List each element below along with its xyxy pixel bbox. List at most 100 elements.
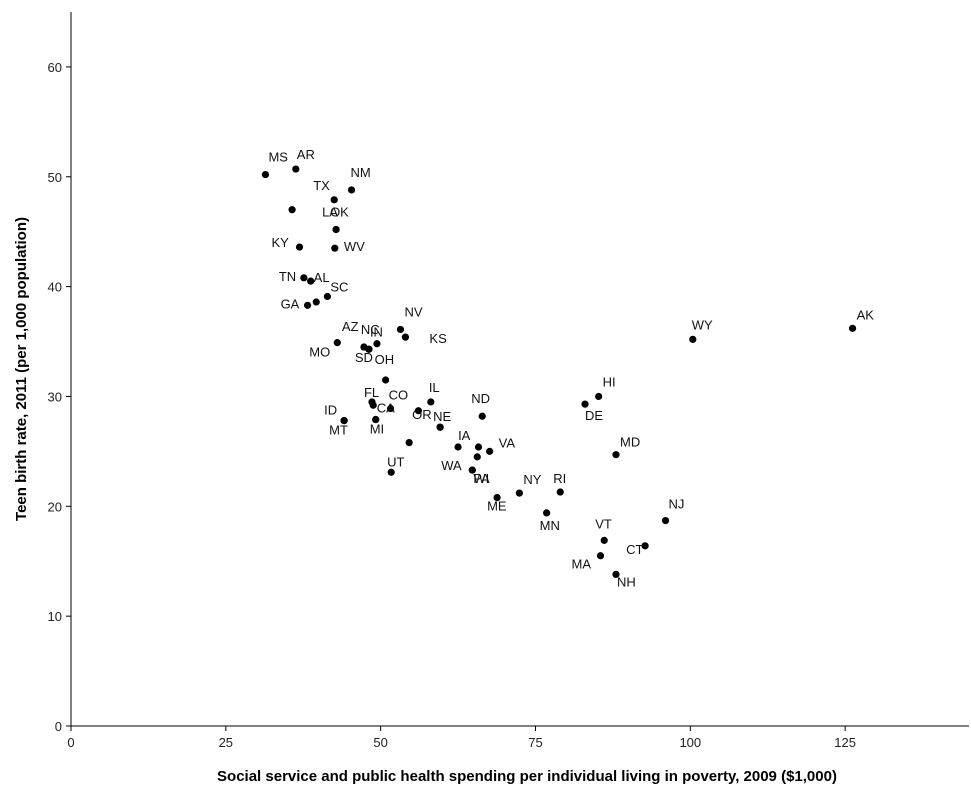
point-label-nv: NV xyxy=(404,304,422,319)
data-point-ok xyxy=(332,225,340,234)
data-point-in xyxy=(373,340,381,348)
point-label-ga: GA xyxy=(281,296,300,311)
point-label-ms: MS xyxy=(268,150,288,165)
x-tick-label: 125 xyxy=(834,735,856,750)
data-point-ct xyxy=(641,542,649,550)
x-tick-label: 100 xyxy=(679,735,701,750)
point-label-va: VA xyxy=(499,435,516,450)
data-point-va xyxy=(486,447,494,455)
point-label-ct: CT xyxy=(626,542,643,557)
data-point-md xyxy=(612,451,620,459)
data-point-ar xyxy=(292,165,300,173)
point-label-wa: WA xyxy=(441,458,462,473)
point-label-wv: WV xyxy=(344,239,365,254)
data-points xyxy=(261,165,857,579)
data-point-nv xyxy=(396,325,405,334)
point-label-tn: TN xyxy=(279,269,296,284)
point-label-id: ID xyxy=(324,403,337,418)
point-label-nc: NC xyxy=(361,322,380,337)
point-label-ny: NY xyxy=(523,472,541,487)
point-label-mi: MI xyxy=(370,422,384,437)
point-label-il: IL xyxy=(429,380,440,395)
data-point-ak xyxy=(848,324,857,332)
data-point xyxy=(405,438,413,447)
plot-frame xyxy=(70,12,969,727)
data-point-wv xyxy=(331,244,339,252)
data-point-hi xyxy=(595,392,603,401)
data-point-ia xyxy=(454,443,462,451)
point-label-wi: WI xyxy=(473,471,489,486)
y-axis: 0 10 20 30 40 50 60 xyxy=(48,60,71,734)
point-label-ri: RI xyxy=(553,471,566,486)
point-label-ma: MA xyxy=(572,557,592,572)
point-label-de: DE xyxy=(585,408,603,423)
point-label-sd: SD xyxy=(355,350,373,365)
x-axis: 0 25 50 75 100 125 xyxy=(67,726,856,750)
y-tick-label: 40 xyxy=(48,280,62,295)
point-label-nd: ND xyxy=(471,391,490,406)
x-tick-label: 50 xyxy=(373,735,387,750)
data-point-ri xyxy=(556,488,564,496)
point-label-sc: SC xyxy=(330,280,348,295)
point-label-ne: NE xyxy=(433,409,451,424)
y-axis-title: Teen birth rate, 2011 (per 1,000 populat… xyxy=(13,217,30,521)
data-point-wi xyxy=(468,466,476,474)
data-point xyxy=(369,401,377,409)
data-point-nj xyxy=(661,516,670,525)
data-point-ga xyxy=(303,301,312,309)
data-point-mt xyxy=(340,417,348,425)
data-point-me xyxy=(493,493,501,502)
data-point-ky xyxy=(295,243,304,251)
point-label-ks: KS xyxy=(429,331,447,346)
data-point-co xyxy=(386,404,395,413)
point-label-ar: AR xyxy=(297,147,315,162)
x-axis-title: Social service and public health spendin… xyxy=(217,768,837,785)
point-label-in: IN xyxy=(370,325,383,340)
y-tick-label: 50 xyxy=(48,170,62,185)
data-point-ms xyxy=(261,170,270,179)
y-tick-label: 30 xyxy=(48,389,62,404)
data-point-vt xyxy=(600,536,608,544)
data-point-ma xyxy=(596,552,605,560)
point-label-me: ME xyxy=(487,499,507,514)
y-tick-label: 60 xyxy=(48,60,62,75)
data-point-ks xyxy=(401,333,410,341)
point-label-az: AZ xyxy=(342,319,359,334)
point-label-ca: CA xyxy=(377,401,395,416)
y-tick-label: 0 xyxy=(55,719,62,734)
point-label-ia: IA xyxy=(458,428,471,443)
data-point xyxy=(312,298,320,306)
point-label-co: CO xyxy=(389,388,409,403)
data-point-wa xyxy=(473,453,481,461)
point-label-or: OR xyxy=(412,407,432,422)
point-label-hi: HI xyxy=(603,374,616,389)
data-point-mn xyxy=(543,509,551,517)
point-label-nm: NM xyxy=(351,165,371,180)
data-point xyxy=(474,443,483,451)
data-point-sd xyxy=(365,345,373,353)
point-label-tx: TX xyxy=(313,178,330,193)
point-label-fl: FL xyxy=(364,385,379,400)
data-point-tn xyxy=(300,274,308,282)
point-label-md: MD xyxy=(620,435,640,450)
data-point-ut xyxy=(387,468,395,476)
x-tick-label: 25 xyxy=(219,735,233,750)
data-point-il xyxy=(427,398,435,406)
data-point-wy xyxy=(689,335,697,343)
point-label-ak: AK xyxy=(857,307,875,322)
point-label-pa: PA xyxy=(473,471,490,486)
y-tick-label: 10 xyxy=(48,609,62,624)
data-point-nd xyxy=(478,412,486,420)
data-point-tx xyxy=(330,196,338,204)
data-point-mi xyxy=(372,415,380,424)
data-point-oh xyxy=(382,376,390,384)
data-point-mo xyxy=(333,339,341,347)
point-label-oh: OH xyxy=(375,352,395,367)
point-label-ky: KY xyxy=(272,235,290,250)
point-label-al: AL xyxy=(314,270,330,285)
point-label-la: LA xyxy=(322,204,338,219)
data-point-de xyxy=(581,400,589,408)
